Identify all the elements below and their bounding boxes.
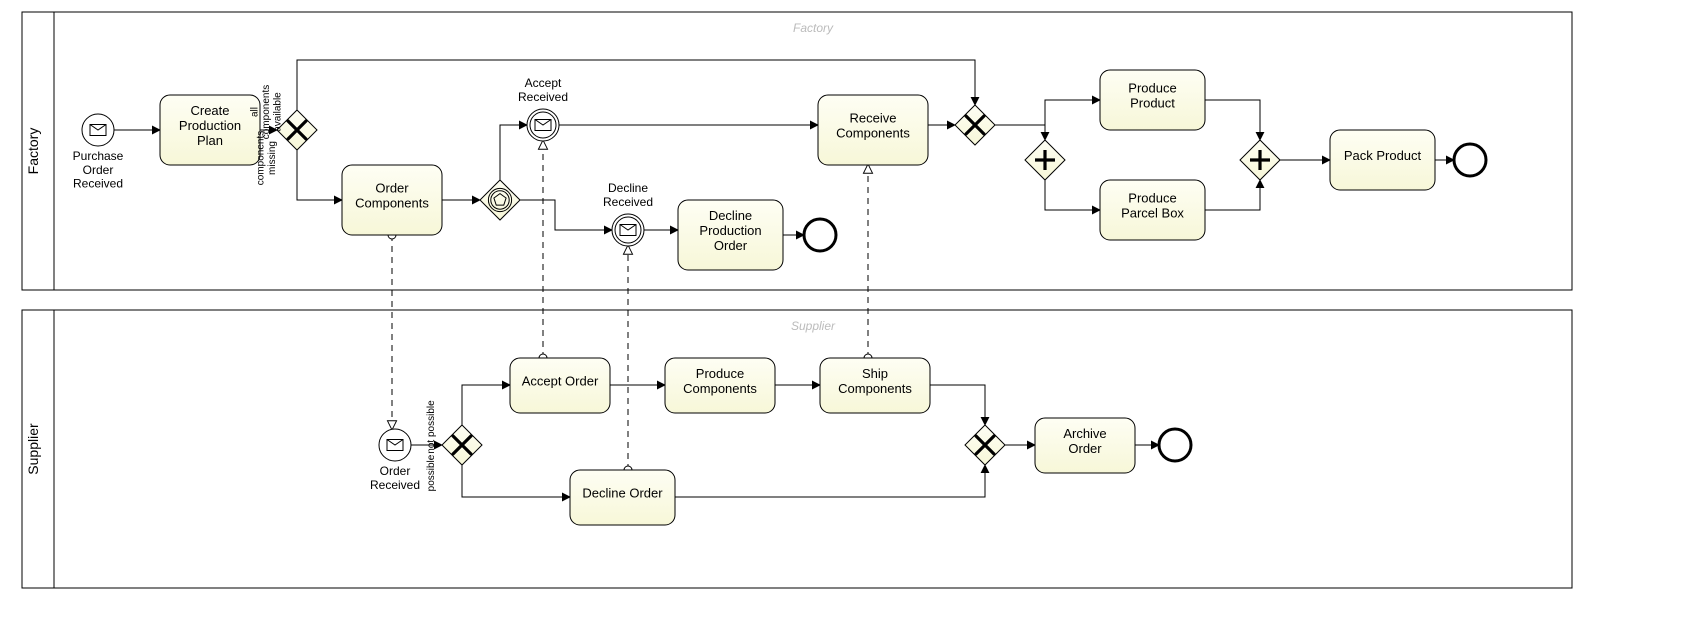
event-evDecline: DeclineReceived [603,181,653,246]
task-label: Pack Product [1344,148,1422,163]
event-evEnd2 [1454,144,1486,176]
gateway-gw3: not possiblepossible [426,400,482,491]
sequence-flow [930,385,985,425]
sequence-flow [675,465,985,497]
event-label: AcceptReceived [518,76,568,104]
event-evPO: PurchaseOrderReceived [73,114,124,191]
task-prodBox: ProduceParcel Box [1100,180,1205,240]
sequence-flow [1045,100,1100,140]
task-declProd: DeclineProductionOrder [678,200,783,270]
gateway-gw1: allcomponentsavailablecomponentsmissing [250,85,318,185]
gateway-gw4 [965,425,1005,465]
event-label: OrderReceived [370,464,420,492]
sequence-flow [297,150,342,200]
gateway-gw2 [955,105,995,145]
task-orderComp: OrderComponents [342,165,442,235]
task-label: ProduceProduct [1128,81,1176,111]
sequence-flow [520,200,612,230]
event-evEnd1 [804,219,836,251]
event-label: PurchaseOrderReceived [73,149,124,191]
task-label: Decline Order [582,486,663,501]
pool-watermark: Factory [793,21,834,35]
task-shipComp: ShipComponents [820,358,930,413]
task-label: ArchiveOrder [1063,426,1106,456]
event-label: DeclineReceived [603,181,653,209]
task-declOrd: Decline Order [570,470,675,525]
sequence-flow [500,125,527,180]
event-evAccept: AcceptReceived [518,76,568,141]
pool-supplier: Supplier Supplier [22,310,1572,588]
event-evEnd3 [1159,429,1191,461]
task-label: Accept Order [522,374,599,389]
gateway-condition-top: not possible [426,400,437,454]
task-label: ProduceParcel Box [1121,191,1184,221]
task-archOrd: ArchiveOrder [1035,418,1135,473]
gateway-condition-bottom: possible [426,454,437,491]
task-acceptOrd: Accept Order [510,358,610,413]
gateway-gwEv [480,180,520,220]
sequence-flow [995,125,1045,140]
sequence-flow [1205,100,1260,140]
pool-watermark: Supplier [791,319,836,333]
event-evOrderRcv: OrderReceived [370,429,420,492]
bpmn-diagram: Factory Factory Supplier Supplier CreateProd… [0,0,1686,637]
sequence-flow [1205,180,1260,210]
pool-label: Factory [25,128,41,175]
sequence-flow [462,465,570,497]
sequence-flow [1045,180,1100,210]
task-createPlan: CreateProductionPlan [160,95,260,165]
sequence-flow [462,385,510,425]
gateway-gwP2 [1240,140,1280,180]
task-recvComp: ReceiveComponents [818,95,928,165]
gateway-gwP1 [1025,140,1065,180]
pool-label: Supplier [25,423,41,475]
task-packProd: Pack Product [1330,130,1435,190]
flow-layer [114,60,1454,497]
task-prodComp: ProduceComponents [665,358,775,413]
task-prodProd: ProduceProduct [1100,70,1205,130]
